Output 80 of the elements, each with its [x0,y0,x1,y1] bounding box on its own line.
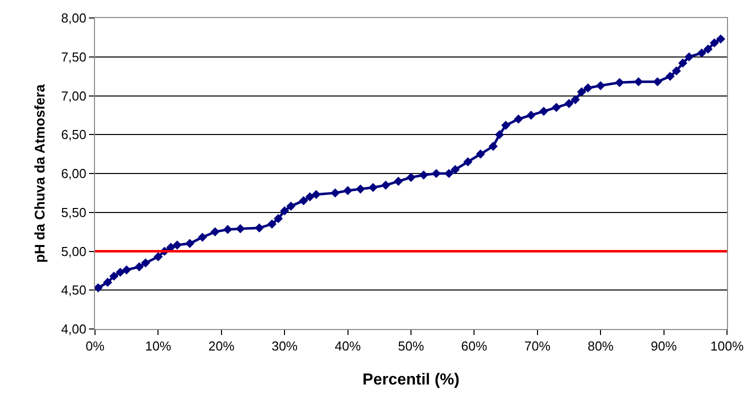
point [185,238,194,248]
y-tick-label: 7,00 [61,88,86,104]
point [356,184,365,194]
point [116,268,125,277]
point [280,206,290,216]
point [652,77,662,86]
point [154,252,163,262]
point [710,38,719,48]
point [703,44,713,54]
y-tick-label: 6,00 [61,166,86,182]
x-tick-label: 60% [461,338,488,354]
point [109,272,119,281]
x-tick-label: 50% [398,338,424,354]
point [141,258,150,268]
point [312,190,321,200]
y-tick-label: 4,50 [61,282,86,298]
point [406,172,416,182]
x-tick-label: 80% [588,338,614,354]
point [343,186,352,196]
point [672,66,681,76]
x-tick-label: 10% [145,338,172,354]
point [223,224,232,234]
point [716,34,726,44]
y-tick-label: 6,50 [61,127,86,142]
point [381,180,390,190]
point [394,176,403,186]
y-tick-label: 4,00 [61,322,86,337]
point [514,114,523,124]
point [564,98,574,108]
y-tick-label: 5,50 [61,204,86,220]
point [330,188,340,198]
point [134,262,144,272]
point [267,219,277,229]
x-tick-label: 90% [650,338,678,354]
x-tick-label: 70% [524,338,551,354]
point [697,48,706,58]
point [95,283,103,292]
x-tick-label: 40% [334,338,362,354]
point [552,102,561,112]
point [172,240,182,250]
point [305,192,314,202]
point [299,196,308,206]
point [488,142,498,151]
point [526,110,536,120]
y-tick-label: 7,50 [61,49,86,64]
point [596,81,606,90]
point [368,182,378,192]
point [450,165,460,174]
point [678,58,688,68]
point [476,150,486,159]
point [494,130,504,140]
x-tick-label: 0% [86,338,105,354]
point [286,202,296,211]
x-tick-label: 30% [272,338,298,354]
point [198,232,207,242]
point [463,157,472,166]
point [210,227,220,236]
point [666,72,675,81]
point [432,168,441,178]
point [583,83,593,93]
x-tick-label: 100% [710,338,744,354]
point [419,170,428,180]
y-tick-label: 5,00 [61,244,86,259]
y-tick-label: 8,00 [61,10,86,26]
point [539,106,548,116]
y-axis-title: pH da Chuva da Atmosfera [32,84,48,263]
point [254,223,264,232]
point [684,52,694,62]
x-axis-title: Percentil (%) [362,371,460,388]
point [103,278,112,287]
x-tick-label: 20% [208,338,235,354]
point [577,87,586,96]
point [236,224,245,234]
point [615,78,624,88]
point [634,77,644,86]
point [501,120,510,130]
point [274,214,283,224]
point [122,265,132,274]
point [444,168,454,178]
point [570,95,580,104]
